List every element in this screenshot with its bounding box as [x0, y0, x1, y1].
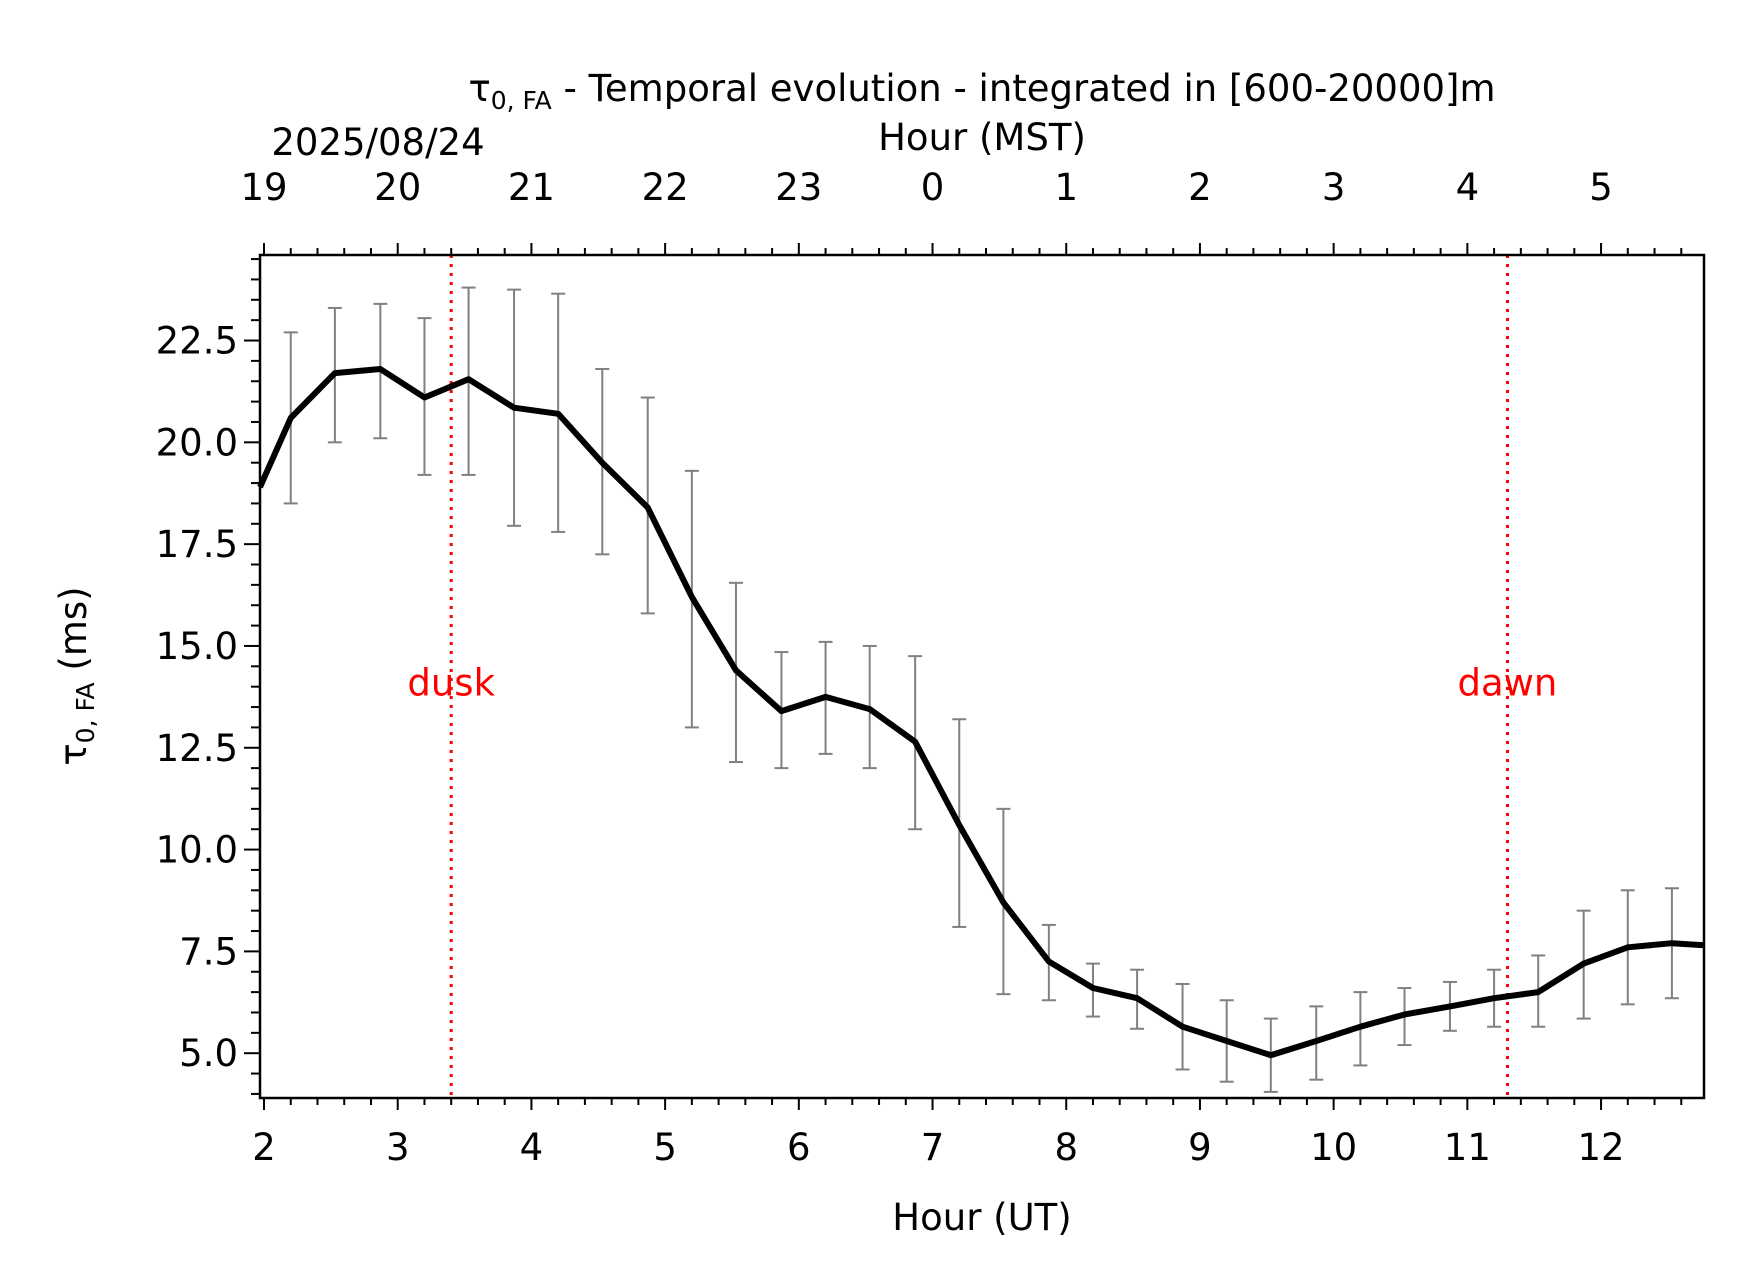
x-tick-label: 11 — [1444, 1126, 1491, 1169]
x2-tick-label: 19 — [240, 166, 287, 209]
y-tick-label: 15.0 — [156, 625, 238, 668]
x-tick-label: 2 — [252, 1126, 276, 1169]
y-axis-title: τ0, FA (ms) — [52, 586, 100, 765]
x-tick-label: 4 — [520, 1126, 544, 1169]
annotation-label: dusk — [407, 662, 495, 705]
x2-tick-label: 20 — [374, 166, 421, 209]
y-tick-label: 22.5 — [156, 320, 238, 363]
chart-title: τ0, FA - Temporal evolution - integrated… — [468, 67, 1495, 115]
y-tick-label: 5.0 — [179, 1032, 238, 1075]
x2-tick-label: 21 — [508, 166, 555, 209]
x-tick-label: 9 — [1188, 1126, 1212, 1169]
y-tick-label: 17.5 — [156, 523, 238, 566]
plot-frame — [258, 253, 1706, 1100]
x2-tick-label: 3 — [1322, 166, 1346, 209]
x2-tick-label: 5 — [1589, 166, 1613, 209]
x-tick-label: 10 — [1310, 1126, 1357, 1169]
axes: 2193204215226237081921031141255.07.510.0… — [156, 166, 1683, 1169]
x-tick-label: 8 — [1054, 1126, 1078, 1169]
x-tick-label: 6 — [787, 1126, 811, 1169]
annotation-label: dawn — [1458, 662, 1558, 705]
x-axis-title: Hour (UT) — [892, 1196, 1071, 1239]
x2-tick-label: 22 — [642, 166, 689, 209]
x2-tick-label: 4 — [1456, 166, 1480, 209]
plot-lines: dusk dawn — [257, 255, 1705, 1098]
series-line — [257, 366, 1705, 1059]
x2-tick-label: 0 — [921, 166, 945, 209]
x-tick-label: 7 — [921, 1126, 945, 1169]
x2-axis-title: Hour (MST) — [878, 116, 1086, 159]
x2-tick-label: 1 — [1054, 166, 1078, 209]
y-tick-label: 10.0 — [156, 829, 238, 872]
y-tick-label: 7.5 — [179, 930, 238, 973]
y-tick-label: 12.5 — [156, 727, 238, 770]
x-tick-label: 12 — [1578, 1126, 1625, 1169]
date-label: 2025/08/24 — [271, 121, 484, 164]
x-tick-label: 5 — [653, 1126, 677, 1169]
x2-tick-label: 2 — [1188, 166, 1212, 209]
x2-tick-label: 23 — [775, 166, 822, 209]
y-tick-label: 20.0 — [156, 421, 238, 464]
x-tick-label: 3 — [386, 1126, 410, 1169]
